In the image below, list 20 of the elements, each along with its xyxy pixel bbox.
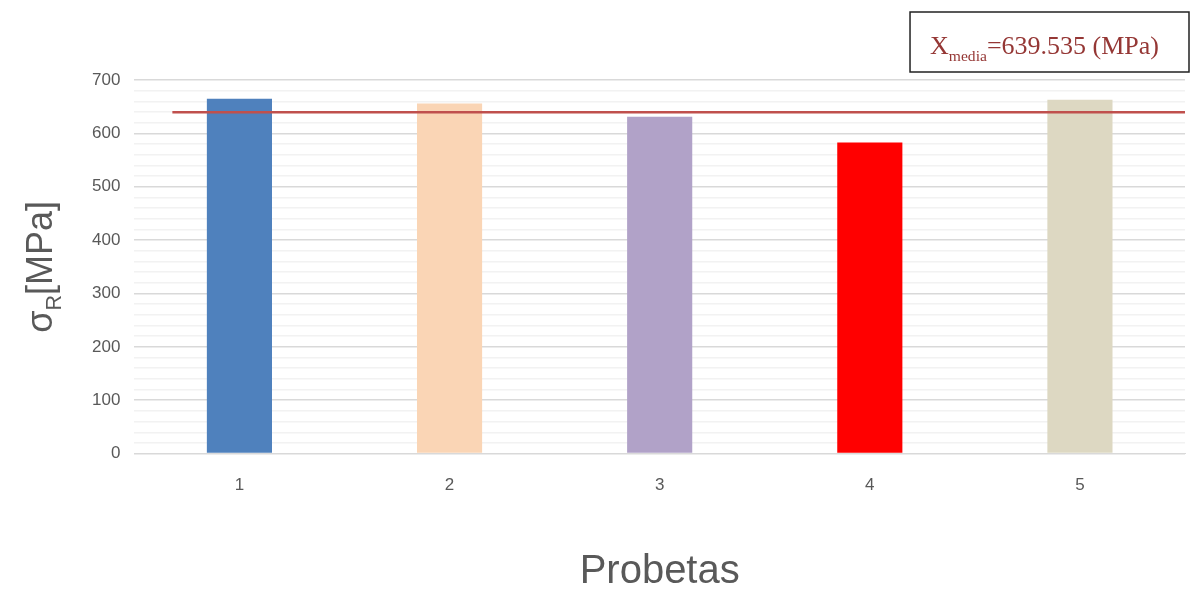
y-tick-label: 500 (91, 176, 121, 196)
x-tick-label: 5 (1075, 475, 1085, 495)
x-tick-label: 3 (654, 475, 665, 495)
bar (837, 142, 903, 453)
x-axis-title: Probetas (579, 547, 740, 592)
bar (416, 103, 483, 453)
y-tick-label: 0 (110, 443, 121, 463)
x-tick-label: 2 (444, 475, 455, 495)
y-tick-label: 700 (91, 69, 121, 89)
bar (206, 98, 272, 453)
bar (1047, 99, 1113, 453)
bar (627, 116, 693, 453)
x-tick-label: 1 (234, 475, 245, 495)
y-tick-label: 600 (91, 123, 121, 143)
y-tick-label: 300 (91, 283, 121, 303)
y-tick-label: 100 (91, 389, 121, 409)
x-tick-label: 4 (865, 475, 875, 495)
y-axis-title: σR[MPa] (19, 200, 66, 333)
y-tick-label: 200 (91, 336, 121, 356)
y-tick-label: 400 (91, 229, 121, 249)
